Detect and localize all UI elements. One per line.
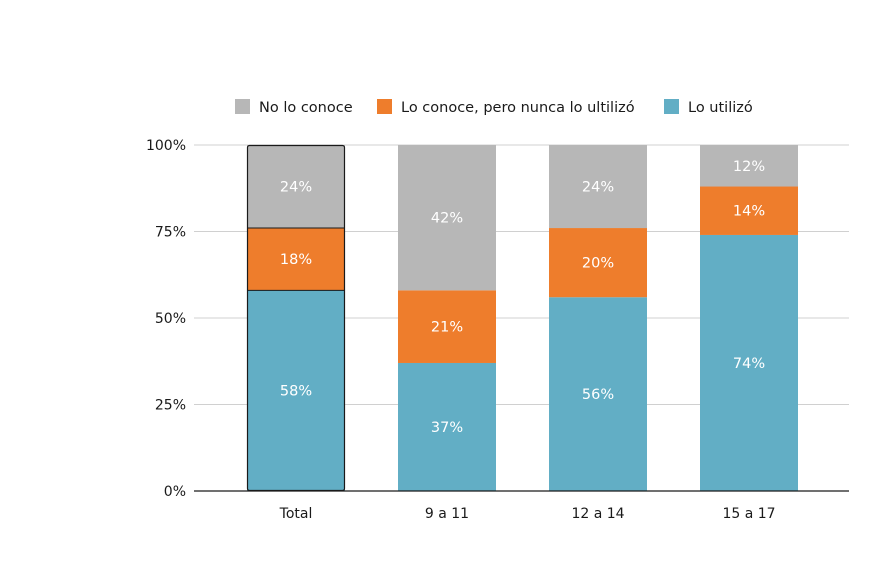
y-axis-ticks: 0% 25% 50% 75% 100% [146,138,186,500]
data-label: 42% [431,211,463,227]
data-label: 37% [431,420,463,436]
data-label: 14% [733,204,765,220]
data-label: 21% [431,320,463,336]
x-axis: Total 9 a 11 12 a 14 15 a 17 [194,490,849,522]
bar-segment [700,145,798,187]
bar-segment [700,234,798,491]
data-label: 56% [582,387,614,403]
y-tick-label: 25% [155,398,186,414]
bars: 58% 18% 24% 37% 21% 42% 56% 20% 24% 74% 14% 12% [246,144,798,492]
y-tick-label: 50% [155,311,186,327]
bar-segment [398,290,496,363]
bar-segment [247,228,345,291]
bar-segment [398,362,496,491]
bar-segment [549,297,647,491]
y-tick-label: 100% [146,138,186,154]
legend-label: Lo utilizó [688,100,753,116]
bar-segment [247,145,345,229]
data-label: 24% [280,180,312,196]
y-tick-label: 0% [164,484,186,500]
bar-segment [549,228,647,298]
legend-label: Lo conoce, pero nunca lo ultilizó [401,100,635,116]
data-label: 12% [733,159,765,175]
data-label: 74% [733,356,765,372]
bar-segment [247,290,345,491]
legend-label: No lo conoce [259,100,353,116]
bar-segment [700,186,798,235]
bar-segment [398,145,496,291]
x-tick-label: Total [279,506,313,522]
data-label: 18% [280,252,312,268]
legend-swatch [377,99,392,114]
y-tick-label: 75% [155,225,186,241]
bar-segment [549,145,647,229]
data-label: 58% [280,384,312,400]
legend-swatch [235,99,250,114]
legend: No lo conoce Lo conoce, pero nunca lo ult… [235,99,753,116]
data-label: 20% [582,256,614,272]
legend-swatch [664,99,679,114]
x-tick-label: 15 a 17 [722,506,775,522]
x-tick-label: 9 a 11 [425,506,469,522]
data-label: 24% [582,180,614,196]
x-tick-label: 12 a 14 [571,506,624,522]
